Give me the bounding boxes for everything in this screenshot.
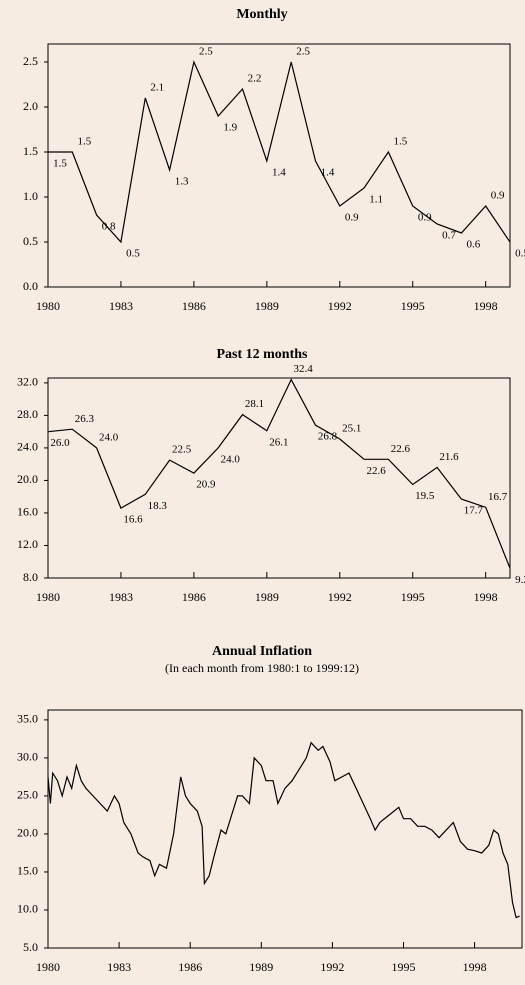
x-tick-label: 1995 [401, 590, 425, 604]
data-label: 1.9 [223, 122, 237, 134]
data-label: 25.1 [342, 423, 361, 435]
data-label: 19.5 [415, 490, 435, 502]
x-tick-label: 1983 [109, 299, 133, 313]
data-label: 2.5 [199, 46, 213, 58]
y-tick-label: 15.0 [17, 864, 38, 878]
y-tick-label: 10.0 [17, 902, 38, 916]
data-label: 1.4 [321, 167, 335, 179]
data-label: 0.9 [491, 190, 505, 202]
line [48, 60, 511, 244]
chart-title: Monthly [236, 7, 287, 22]
data-label: 16.7 [488, 491, 508, 503]
x-tick-label: 1992 [320, 960, 344, 974]
x-tick-label: 1989 [255, 590, 279, 604]
data-label: 17.7 [464, 505, 484, 517]
data-label: 0.9 [345, 212, 359, 224]
y-tick-label: 1.0 [23, 189, 38, 203]
y-tick-label: 35.0 [17, 712, 38, 726]
data-label: 2.5 [296, 46, 310, 58]
data-label: 9.2 [515, 574, 525, 586]
x-tick-label: 1986 [182, 299, 206, 313]
y-tick-label: 20.0 [17, 826, 38, 840]
plot-frame [47, 377, 511, 579]
y-tick-label: 12.0 [17, 537, 38, 551]
data-label: 0.6 [466, 239, 480, 251]
data-label: 20.9 [196, 479, 216, 491]
data-label: 28.1 [245, 398, 264, 410]
data-label: 0.5 [515, 248, 525, 260]
y-tick-label: 24.0 [17, 440, 38, 454]
data-label: 1.1 [369, 194, 383, 206]
data-label: 26.1 [269, 436, 288, 448]
data-label: 26.0 [50, 437, 70, 449]
x-tick-label: 1995 [392, 960, 416, 974]
data-label: 1.5 [53, 158, 67, 170]
plot-frame [47, 43, 511, 288]
x-tick-label: 1983 [107, 960, 131, 974]
line [47, 378, 511, 569]
x-tick-label: 1986 [178, 960, 202, 974]
data-label: 22.6 [391, 443, 411, 455]
y-tick-label: 32.0 [17, 375, 38, 389]
x-tick-label: 1989 [249, 960, 273, 974]
x-tick-label: 1983 [109, 590, 133, 604]
y-tick-label: 16.0 [17, 505, 38, 519]
y-tick-label: 28.0 [17, 407, 38, 421]
x-tick-label: 1995 [401, 299, 425, 313]
data-label: 2.1 [150, 82, 164, 94]
data-label: 24.0 [99, 431, 119, 443]
x-tick-label: 1989 [255, 299, 279, 313]
data-label: 2.2 [248, 73, 262, 85]
y-tick-label: 2.0 [23, 99, 38, 113]
x-tick-label: 1986 [182, 590, 206, 604]
y-tick-label: 2.5 [23, 54, 38, 68]
x-tick-label: 1980 [36, 299, 60, 313]
data-label: 16.6 [123, 514, 143, 526]
data-label: 22.5 [172, 444, 192, 456]
y-tick-label: 0.0 [23, 279, 38, 293]
y-tick-label: 5.0 [23, 940, 38, 954]
data-label: 0.7 [442, 230, 456, 242]
x-tick-label: 1998 [474, 299, 498, 313]
y-tick-label: 8.0 [23, 570, 38, 584]
data-label: 18.3 [148, 500, 168, 512]
y-tick-label: 1.5 [23, 144, 38, 158]
data-label: 22.6 [366, 465, 386, 477]
x-tick-label: 1980 [36, 590, 60, 604]
y-tick-label: 25.0 [17, 788, 38, 802]
data-label: 0.8 [102, 221, 116, 233]
plot-frame [47, 709, 523, 949]
y-tick-label: 20.0 [17, 472, 38, 486]
x-tick-label: 1992 [328, 299, 352, 313]
data-label: 26.8 [318, 431, 338, 443]
data-label: 1.3 [175, 176, 189, 188]
chart-title: Past 12 months [216, 347, 308, 362]
data-label: 32.4 [294, 363, 314, 375]
data-label: 1.5 [77, 136, 91, 148]
x-tick-label: 1980 [36, 960, 60, 974]
x-tick-label: 1992 [328, 590, 352, 604]
data-label: 21.6 [439, 451, 459, 463]
line [47, 741, 520, 919]
y-tick-label: 30.0 [17, 750, 38, 764]
data-label: 24.0 [221, 453, 241, 465]
y-tick-label: 0.5 [23, 234, 38, 248]
data-label: 0.9 [418, 212, 432, 224]
x-tick-label: 1998 [463, 960, 487, 974]
data-label: 26.3 [75, 413, 95, 425]
chart-subtitle: (In each month from 1980:1 to 1999:12) [165, 661, 359, 675]
x-tick-label: 1998 [474, 590, 498, 604]
data-label: 1.4 [272, 167, 286, 179]
data-label: 1.5 [394, 136, 408, 148]
chart-title: Annual Inflation [212, 644, 312, 659]
data-label: 0.5 [126, 248, 140, 260]
